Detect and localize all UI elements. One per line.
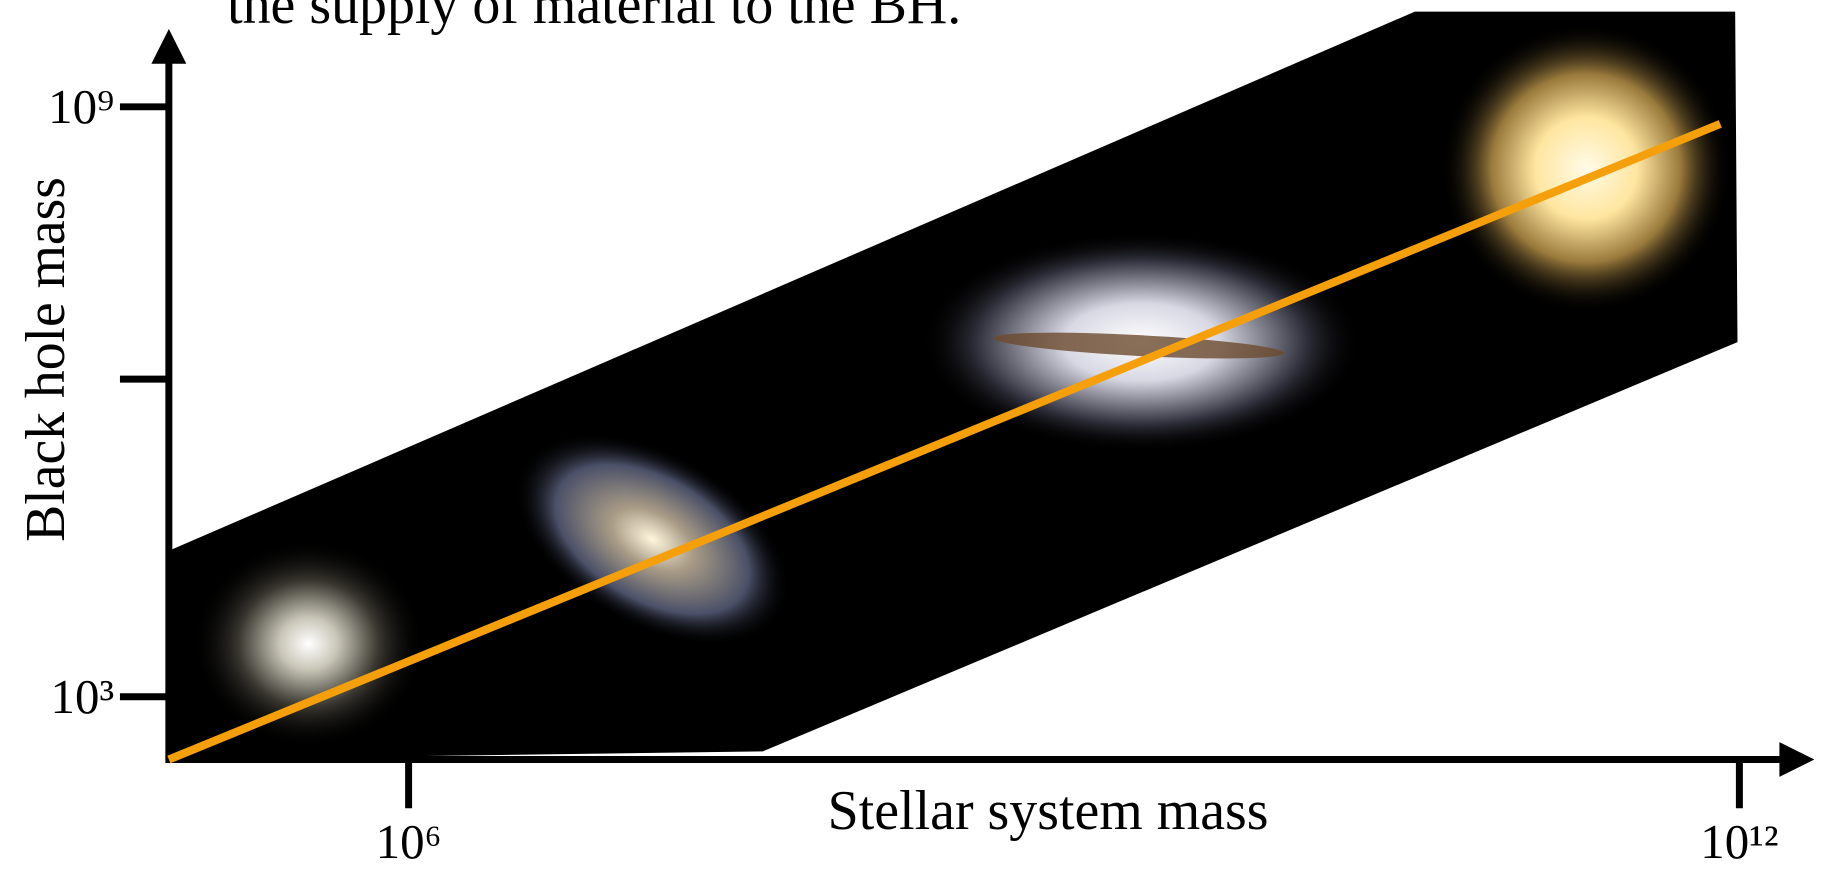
x-axis-arrow xyxy=(1779,742,1815,777)
globular-cluster xyxy=(192,539,426,748)
x-tick-label: 10¹² xyxy=(1700,815,1778,869)
y-axis-label: Black hole mass xyxy=(15,177,77,542)
x-tick-label: 10⁶ xyxy=(376,815,442,869)
y-tick-label: 10⁹ xyxy=(48,80,114,134)
dust-lane xyxy=(993,332,1285,359)
trend-line xyxy=(167,120,1722,764)
chart-title: the supply of material to the BH. xyxy=(227,0,961,36)
x-axis-label: Stellar system mass xyxy=(828,780,1269,842)
y-axis-arrow xyxy=(151,28,187,64)
elliptical-galaxy xyxy=(1440,23,1732,314)
y-tick-label: 10³ xyxy=(51,670,115,724)
